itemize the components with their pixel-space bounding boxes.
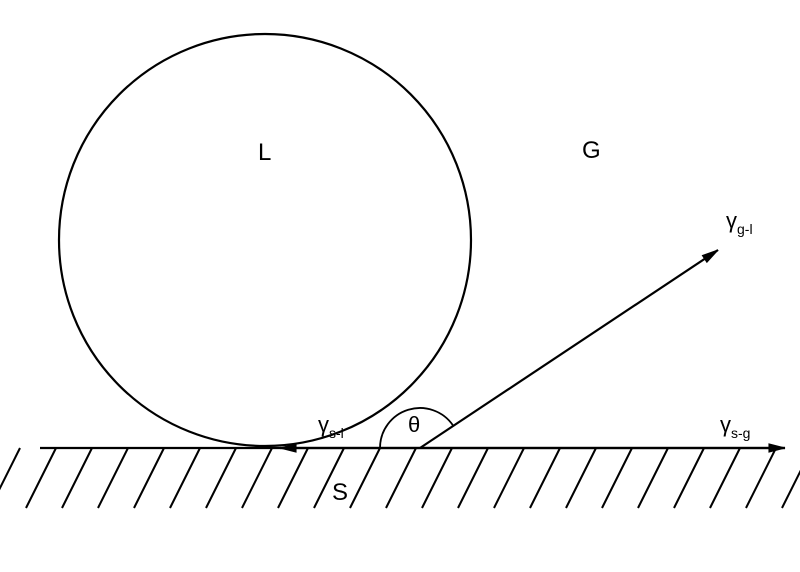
label-gas: G [582, 137, 601, 164]
contact-angle-diagram: LGSθγg-lγs-lγs-g [0, 0, 800, 572]
label-solid: S [332, 479, 348, 506]
label-theta: θ [408, 412, 420, 437]
label-liquid: L [258, 139, 271, 166]
